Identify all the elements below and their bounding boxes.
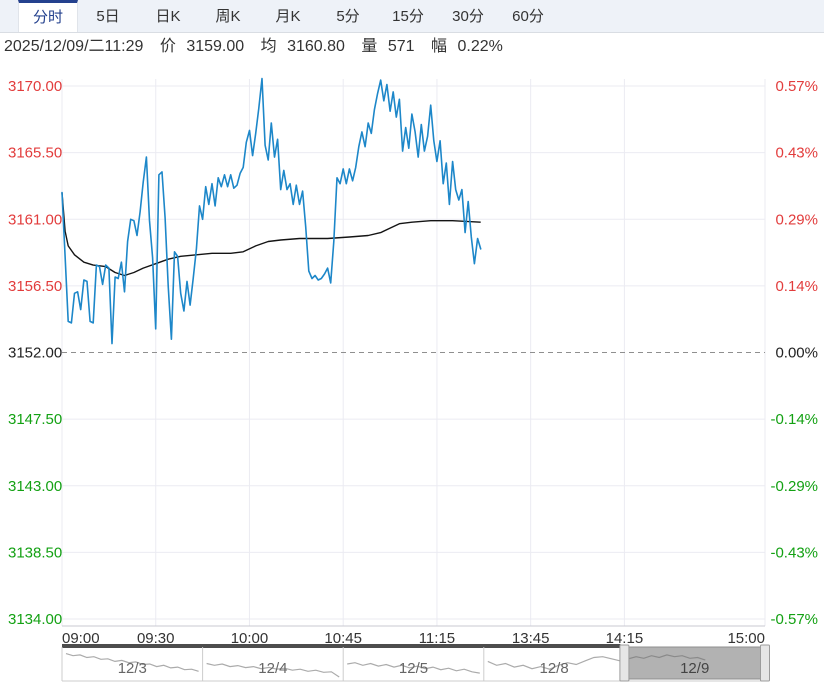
avg-value: 3160.80 — [287, 38, 345, 55]
tab-60分[interactable]: 60分 — [512, 8, 544, 25]
navigator-sparkline — [206, 662, 340, 678]
range-label: 幅 — [431, 38, 448, 55]
navigator-segment-12/5[interactable] — [343, 647, 484, 679]
navigator-date-label: 12/3 — [118, 660, 147, 677]
y-axis-percent-label: -0.29% — [770, 478, 818, 495]
navigator-sparkline — [347, 662, 480, 674]
navigator-sparkline — [65, 653, 199, 672]
x-axis-time-label: 14:15 — [606, 630, 644, 647]
y-axis-percent-label: -0.57% — [770, 611, 818, 628]
y-axis-price-label: 3134.00 — [8, 611, 62, 628]
y-axis-price-label: 3147.50 — [8, 411, 62, 428]
x-axis-time-label: 15:00 — [727, 630, 765, 647]
y-axis-price-label: 3138.50 — [8, 544, 62, 561]
quote-info-bar: 2025/12/09/二11:29 价 3159.00 均 3160.80 量 … — [0, 33, 824, 61]
y-axis-price-label: 3156.50 — [8, 278, 62, 295]
navigator-right-handle[interactable] — [760, 644, 770, 682]
x-axis-time-label: 10:00 — [231, 630, 269, 647]
tab-日K[interactable]: 日K — [155, 8, 181, 25]
navigator-segment-12/9[interactable] — [624, 647, 765, 679]
navigator-date-label: 12/5 — [399, 660, 428, 677]
y-axis-price-label: 3152.00 — [8, 345, 62, 362]
volume-label: 量 — [361, 38, 378, 55]
tab-5分[interactable]: 5分 — [336, 8, 360, 25]
navigator-left-handle[interactable] — [619, 644, 630, 682]
y-axis-percent-label: 0.29% — [775, 211, 818, 228]
x-axis-time-label: 13:45 — [512, 630, 550, 647]
x-axis-time-label: 09:00 — [62, 630, 100, 647]
range-value: 0.22% — [457, 38, 503, 55]
tab-5日[interactable]: 5日 — [96, 8, 120, 25]
price-value: 3159.00 — [186, 38, 245, 55]
navigator-segment-12/3[interactable] — [62, 647, 203, 679]
tab-15分[interactable]: 15分 — [392, 8, 424, 25]
navigator-selected-window[interactable] — [623, 646, 766, 680]
y-axis-price-label: 3165.50 — [8, 145, 62, 162]
tab-分时[interactable]: 分时 — [18, 0, 78, 32]
avg-label: 均 — [260, 38, 277, 55]
y-axis-price-label: 3161.00 — [8, 211, 62, 228]
y-axis-percent-label: 0.43% — [775, 145, 818, 162]
navigator-date-label: 12/4 — [258, 660, 287, 677]
navigator-segment-12/8[interactable] — [484, 647, 625, 679]
quote-datetime: 2025/12/09/二11:29 — [4, 38, 144, 55]
y-axis-percent-label: 0.14% — [775, 278, 818, 295]
intraday-price-chart: 3170.00 0.57% 3165.50 0.43% 3161.00 0.29% 3156… — [8, 77, 818, 682]
y-axis-percent-label: -0.14% — [770, 411, 818, 428]
volume-value: 571 — [387, 38, 415, 55]
y-axis-percent-label: 0.00% — [775, 345, 818, 362]
price-label: 价 — [159, 38, 176, 55]
period-tab-bar: 分时 5日 日K 周K 月K 5分 15分 30分 60分 — [0, 0, 824, 33]
average-line — [61, 192, 481, 277]
y-axis-price-label: 3170.00 — [8, 78, 62, 95]
navigator-loaded-bar — [62, 644, 621, 648]
navigator-sparkline — [487, 656, 621, 670]
navigator-date-label: 12/9 — [680, 660, 709, 677]
x-axis-time-label: 09:30 — [137, 630, 175, 647]
navigator-sparkline — [628, 654, 706, 661]
x-axis-time-label: 10:45 — [324, 630, 362, 647]
navigator-segment-12/4[interactable] — [203, 647, 344, 679]
y-axis-percent-label: -0.43% — [770, 544, 818, 561]
tab-周K[interactable]: 周K — [215, 8, 241, 25]
x-axis-time-label: 11:15 — [419, 630, 455, 647]
price-line — [61, 77, 482, 345]
tab-月K[interactable]: 月K — [275, 8, 301, 25]
y-axis-price-label: 3143.00 — [8, 478, 62, 495]
tab-30分[interactable]: 30分 — [452, 8, 484, 25]
navigator-date-label: 12/8 — [539, 660, 568, 677]
y-axis-percent-label: 0.57% — [775, 78, 818, 95]
